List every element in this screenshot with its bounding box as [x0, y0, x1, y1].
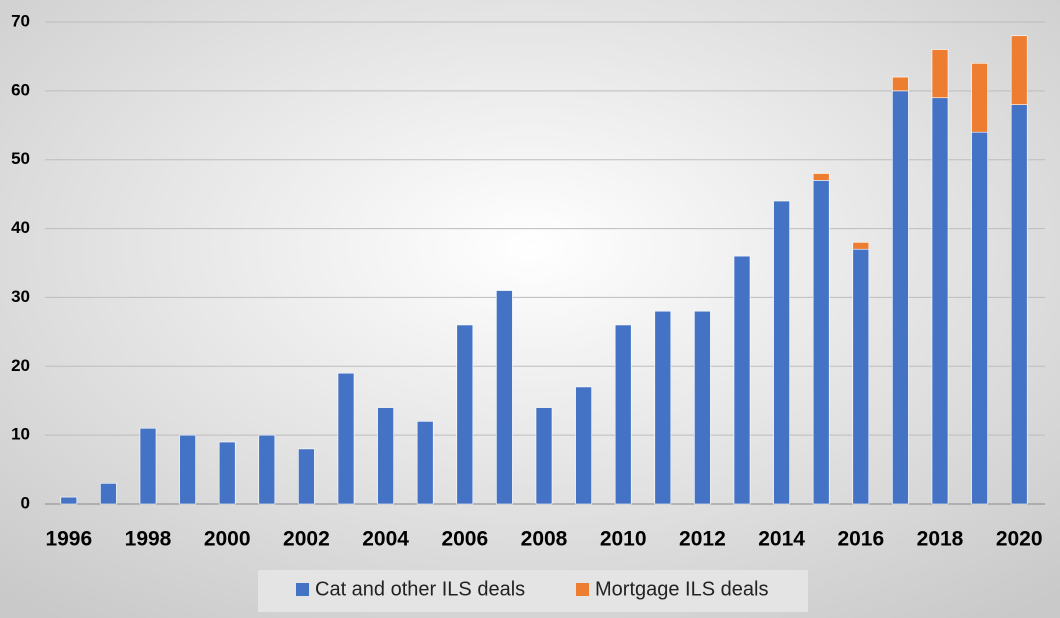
bar-segment — [575, 386, 592, 505]
bar-segment — [812, 173, 830, 181]
x-tick-label: 2006 — [441, 528, 488, 551]
y-tick-label: 20 — [11, 356, 30, 375]
y-tick-label: 70 — [11, 11, 30, 30]
bar-segment — [139, 427, 157, 505]
bar-segment — [218, 441, 236, 505]
x-tick-label: 2016 — [837, 528, 884, 551]
bar-segment — [298, 448, 315, 505]
x-tick-label: 2014 — [758, 528, 805, 551]
x-tick-label: 2000 — [204, 528, 251, 551]
bar-segment — [258, 434, 276, 505]
bar-segment — [773, 200, 790, 505]
bar-segment — [1010, 104, 1028, 505]
x-tick-label: 2002 — [283, 528, 330, 551]
bar-segment — [535, 407, 553, 505]
bar-segment — [931, 97, 949, 505]
y-tick-label: 0 — [21, 493, 30, 512]
bar-segment — [1010, 35, 1028, 105]
bar-segment — [694, 310, 711, 505]
x-tick-label: 1996 — [45, 528, 92, 551]
x-tick-label: 2010 — [600, 528, 647, 551]
bar-segment — [60, 496, 78, 505]
x-tick-label: 2008 — [521, 528, 568, 551]
bar-segment — [971, 63, 988, 133]
bar-segment — [614, 324, 632, 505]
bar-segment — [179, 434, 196, 505]
y-tick-label: 30 — [11, 287, 30, 306]
bar-segment — [416, 421, 434, 505]
y-tick-label: 40 — [11, 218, 30, 237]
legend-swatch — [576, 583, 589, 596]
bar-segment — [733, 255, 751, 505]
x-tick-label: 2020 — [996, 528, 1043, 551]
bar-segment — [852, 248, 870, 505]
bar-segment — [456, 324, 474, 505]
bar-segment — [654, 310, 672, 505]
y-tick-label: 50 — [11, 149, 30, 168]
x-tick-label: 2012 — [679, 528, 726, 551]
bar-segment — [852, 242, 870, 250]
x-tick-label: 2018 — [917, 528, 964, 551]
x-tick-label: 1998 — [125, 528, 172, 551]
legend-label: Cat and other ILS deals — [315, 578, 525, 600]
bar-segment — [931, 49, 949, 99]
bar-segment — [892, 76, 909, 92]
y-tick-label: 60 — [11, 80, 30, 99]
bar-segment — [971, 131, 988, 505]
legend-swatch — [296, 583, 309, 596]
bar-segment — [337, 372, 355, 505]
y-tick-label: 10 — [11, 425, 30, 444]
bar-segment — [892, 90, 909, 505]
bar-segment — [496, 290, 513, 505]
bar-segment — [377, 407, 394, 505]
bar-segment — [100, 483, 117, 505]
legend-label: Mortgage ILS deals — [595, 578, 768, 600]
legend-box — [258, 570, 808, 612]
x-tick-label: 2004 — [362, 528, 409, 551]
bar-segment — [812, 180, 830, 505]
